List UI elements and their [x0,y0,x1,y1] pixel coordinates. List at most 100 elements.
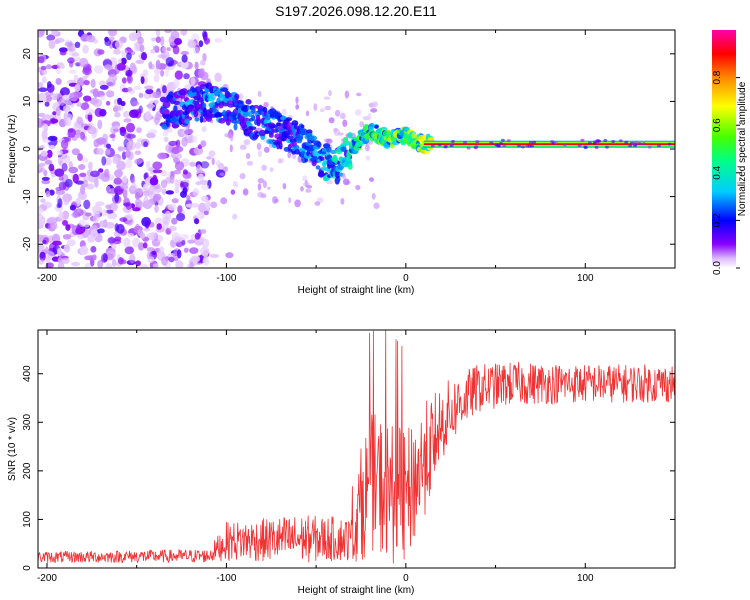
spectrogram-cell [200,140,206,147]
spectrogram-cell [145,221,149,229]
snr-x-label: Height of straight line (km) [298,585,415,596]
spectrogram-cell [287,152,291,158]
spectrogram-cell [451,140,455,143]
spectrogram-cell [190,77,195,85]
spectrogram-cell [83,200,90,210]
spectrogram-cell [295,97,298,104]
spectrogram-cell [306,185,312,189]
spectrogram-cell [189,247,198,254]
spectrogram-cell [38,259,45,264]
spectrogram-cell [135,260,141,266]
spectrogram-cell [325,106,332,110]
spectrogram-y-tick-label: -20 [22,237,33,252]
spectrogram-cell [467,147,471,150]
spectrogram-cell [316,142,321,148]
spectrogram-cell [100,85,109,90]
spectrogram-cell [51,96,59,100]
spectrogram-cell [234,93,239,100]
spectrogram-cell [123,203,130,207]
spectrogram-cell [175,70,183,79]
spectrogram-cell [258,150,262,157]
spectrogram-cell [230,145,233,153]
spectrogram-cell [77,116,83,124]
snr-y-tick-label: 0 [22,565,33,571]
spectrogram-cell [126,52,132,60]
spectrogram-cell [263,102,268,107]
spectrogram-cell [584,146,588,149]
spectrogram-cell [73,209,78,218]
spectrogram-cell [168,257,174,263]
spectrogram-cell [119,217,127,222]
spectrogram-cell [355,185,360,190]
spectrogram-cell [125,150,131,158]
spectrogram-cell [117,98,122,105]
spectrogram-cell [173,79,180,89]
spectrogram-cell [109,134,115,138]
spectrogram-cell [45,247,49,255]
spectrogram-cell [68,167,78,174]
spectrogram-cell [93,88,99,98]
spectrogram-cell [286,117,292,121]
spectrogram-cell [41,151,48,157]
spectrogram-cell [47,217,56,223]
spectrogram-cell [161,256,168,266]
spectrogram-cell [438,143,442,146]
spectrogram-cell [230,134,234,141]
spectrogram-cell [249,126,256,130]
spectrogram-cell [85,108,94,115]
spectrogram-cell [258,91,262,97]
spectrogram-cell [97,228,105,233]
spectrogram-cell [57,203,61,208]
spectrogram-cell [163,217,170,225]
spectrogram-cell [34,209,44,214]
spectrogram-cell [143,200,153,209]
spectrogram-cell [63,234,72,240]
spectrogram-cell [475,140,479,143]
spectrogram-cell [132,207,140,211]
spectrogram-cell [198,174,204,181]
spectrogram-cell [263,180,267,188]
spectrogram-cell [474,146,478,149]
spectrogram-cell [71,262,80,266]
spectrogram-cell [42,130,48,140]
spectrogram-cell [95,201,104,206]
spectrogram-cell [127,87,132,92]
spectrogram-cell [69,92,78,101]
spectrogram-cell [632,142,636,145]
spectrogram-cell [140,264,148,269]
spectrogram-cell [135,192,140,200]
spectrogram-cell [85,213,92,217]
spectrogram-cell [244,139,251,145]
spectrogram-cell [295,104,299,110]
spectrogram-cell [309,135,317,140]
snr-x-tick-label: 0 [403,573,409,584]
spectrogram-cell [204,211,209,216]
spectrogram-cell [374,125,379,129]
spectrogram-cell [247,161,253,166]
spectrogram-cell [63,197,69,205]
spectrogram-cell [46,64,52,69]
spectrogram-cell [355,109,362,116]
spectrogram-cell [306,111,309,117]
spectrogram-cell [342,120,347,127]
spectrogram-cell [80,246,89,255]
spectrogram-cell [65,224,70,231]
spectrogram-cell [128,49,133,53]
spectrogram-cell [159,246,164,256]
spectrogram-cell [166,57,174,67]
spectrogram-cell [164,137,169,142]
spectrogram-cell [126,123,135,133]
spectrogram-cell [315,201,321,206]
spectrogram-cell [444,146,448,149]
spectrogram-cell [39,252,45,259]
spectrogram-cell [497,144,501,147]
spectrogram-cell [107,237,115,244]
spectrogram-cell [162,85,167,93]
spectrogram-cell [507,139,511,142]
spectrogram-cell [68,128,77,138]
spectrogram-cell [62,163,68,172]
spectrogram-cell [47,84,55,93]
spectrogram-cell [92,205,102,214]
spectrogram-cell [624,141,628,144]
spectrogram-cell [42,177,50,181]
